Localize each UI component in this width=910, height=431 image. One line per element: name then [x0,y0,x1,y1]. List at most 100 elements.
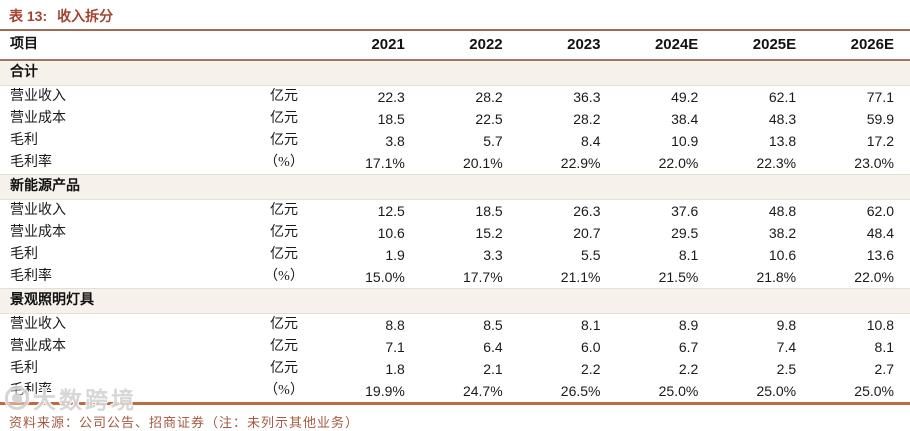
cell-value: 22.3 [377,89,405,105]
cell-value: 62.0 [866,203,894,219]
table-row: 毛利 亿元 3.8 5.7 8.4 10.9 13.8 17.2 [0,130,910,152]
table-number-label: 表 13: [9,8,48,24]
cell-value: 20.7 [573,225,601,241]
section-header-row: 景观照明灯具 [0,288,910,314]
column-header-year: 2025E [714,31,813,61]
cell-value: 38.2 [768,225,797,241]
column-header-year: 2026E [812,31,910,61]
table-row: 营业收入 亿元 8.8 8.5 8.1 8.9 9.8 10.8 [0,314,910,337]
cell-value: 15.0% [365,269,405,285]
table-title-text: 收入拆分 [57,10,114,25]
cell-value: 28.2 [475,89,503,105]
cell-value: 8.5 [483,317,503,333]
cell-value: 38.4 [671,111,699,127]
cell-value: 26.5% [560,383,601,399]
cell-value: 13.8 [768,133,797,149]
row-label: 营业成本 [10,111,66,126]
row-unit: 亿元 [270,111,298,126]
section-name: 新能源产品 [0,174,910,200]
cell-value: 48.3 [768,111,797,127]
cell-value: 9.8 [776,317,797,333]
row-unit: 亿元 [270,317,298,332]
row-label: 营业收入 [10,203,66,218]
cell-value: 22.0% [854,269,894,285]
column-header-year: 2023 [518,31,617,61]
cell-value: 8.1 [581,317,601,333]
cell-value: 62.1 [768,89,797,105]
cell-value: 8.8 [385,317,405,333]
row-label: 营业成本 [10,339,66,354]
row-label: 营业收入 [10,89,66,104]
cell-value: 17.2 [866,133,894,149]
cell-value: 8.1 [678,247,699,263]
cell-value: 18.5 [475,203,503,219]
table-row: 毛利率 （%） 19.9% 24.7% 26.5% 25.0% 25.0% 25.0% [0,380,910,402]
column-header-item: 项目 [0,31,245,61]
row-unit: 亿元 [270,247,298,262]
cell-value: 18.5 [377,111,405,127]
row-unit: 亿元 [270,361,298,376]
row-unit: 亿元 [270,203,298,218]
cell-value: 24.7% [462,383,503,399]
cell-value: 1.8 [385,361,405,377]
row-unit: （%） [264,155,304,170]
cell-value: 5.7 [483,133,503,149]
cell-value: 12.5 [377,203,405,219]
row-label: 毛利率 [10,383,52,398]
row-label: 毛利率 [10,269,52,284]
table-bottom-rule [0,402,910,405]
row-unit: （%） [264,383,304,398]
cell-value: 6.0 [581,339,601,355]
row-label: 毛利 [10,133,38,148]
row-unit: （%） [264,269,304,284]
cell-value: 6.4 [483,339,503,355]
cell-value: 37.6 [671,203,699,219]
table-row: 营业成本 亿元 7.1 6.4 6.0 6.7 7.4 8.1 [0,336,910,358]
cell-value: 7.4 [776,339,797,355]
source-note: 资料来源：公司公告、招商证券（注：未列示其他业务） [9,415,360,430]
cell-value: 1.9 [385,247,405,263]
cell-value: 25.0% [658,383,699,399]
cell-value: 21.8% [756,269,797,285]
cell-value: 2.2 [678,361,699,377]
cell-value: 8.1 [874,339,894,355]
row-unit: 亿元 [270,225,298,240]
table-row: 营业成本 亿元 10.6 15.2 20.7 29.5 38.2 48.4 [0,222,910,244]
row-unit: 亿元 [270,133,298,148]
table-row: 营业收入 亿元 12.5 18.5 26.3 37.6 48.8 62.0 [0,200,910,223]
table-row: 毛利率 （%） 15.0% 17.7% 21.1% 21.5% 21.8% 22.0% [0,266,910,289]
cell-value: 25.0% [854,383,894,399]
cell-value: 2.2 [581,361,601,377]
cell-value: 22.3% [756,155,797,171]
cell-value: 3.8 [385,133,405,149]
table-row: 毛利率 （%） 17.1% 20.1% 22.9% 22.0% 22.3% 23.0% [0,152,910,175]
cell-value: 10.9 [671,133,699,149]
section-name: 合计 [0,59,910,86]
cell-value: 7.1 [385,339,405,355]
cell-value: 15.2 [475,225,503,241]
table-title: 表 13: 收入拆分 [0,0,910,31]
cell-value: 6.7 [678,339,699,355]
table-row: 毛利 亿元 1.9 3.3 5.5 8.1 10.6 13.6 [0,244,910,266]
cell-value: 48.4 [866,225,894,241]
table-header-row: 项目 2021 2022 2023 2024E 2025E 2026E [0,31,910,61]
cell-value: 19.9% [365,383,405,399]
cell-value: 22.5 [475,111,503,127]
section-header-row: 合计 [0,59,910,86]
row-label: 毛利 [10,361,38,376]
cell-value: 8.9 [678,317,699,333]
row-label: 毛利率 [10,155,52,170]
cell-value: 21.5% [658,269,699,285]
column-header-year: 2024E [616,31,715,61]
cell-value: 13.6 [866,247,894,263]
cell-value: 3.3 [483,247,503,263]
cell-value: 48.8 [768,203,797,219]
table-row: 营业成本 亿元 18.5 22.5 28.2 38.4 48.3 59.9 [0,108,910,130]
cell-value: 36.3 [573,89,601,105]
row-label: 毛利 [10,247,38,262]
row-label: 营业收入 [10,317,66,332]
cell-value: 77.1 [866,89,894,105]
revenue-breakdown-table: 项目 2021 2022 2023 2024E 2025E 2026E 合计 营业收入 亿元 2… [0,31,910,402]
row-unit: 亿元 [270,89,298,104]
section-header-row: 新能源产品 [0,174,910,200]
